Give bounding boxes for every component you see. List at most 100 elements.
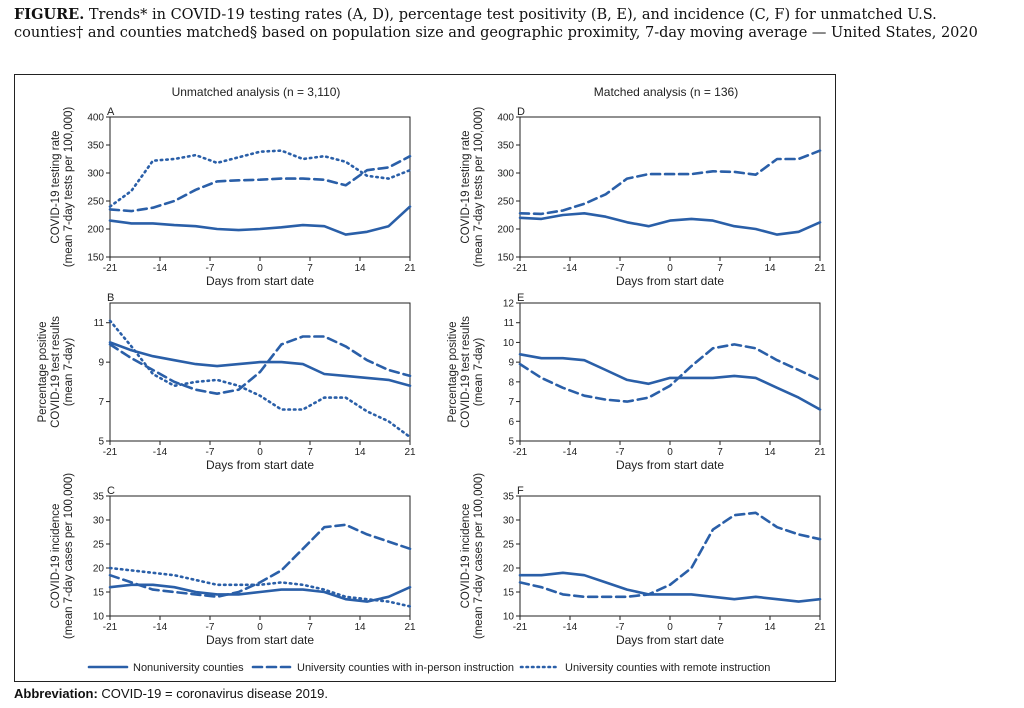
figure-caption: FIGURE. Trends* in COVID-19 testing rate… — [14, 6, 1004, 42]
x-tick-label: 0 — [667, 263, 673, 274]
x-axis-label: Days from start date — [616, 274, 724, 288]
y-axis-label: COVID-19 incidence — [50, 504, 62, 609]
series-line-solid — [518, 352, 822, 411]
plot-area — [519, 302, 821, 442]
x-tick-label: -21 — [513, 447, 528, 458]
abbreviation-note: Abbreviation: COVID-19 = coronavirus dis… — [14, 686, 328, 701]
panel-a: A 150 200 250 300 350 400 -21 -14 -7 0 7 14 21 Days fr… — [50, 106, 416, 288]
chart-figure: Unmatched analysis (n = 3,110) Matched an… — [37, 85, 826, 674]
y-axis-label: (mean 7-day tests per 100,000) — [473, 107, 485, 268]
y-tick-label: 15 — [93, 588, 105, 599]
x-tick-label: -14 — [153, 447, 168, 458]
panel-letter: A — [107, 106, 115, 118]
y-axis-label: COVID-19 testing rate — [460, 130, 472, 243]
x-tick-label: -14 — [563, 263, 578, 274]
x-tick-label: 21 — [404, 622, 416, 633]
x-tick-label: -7 — [206, 622, 215, 633]
series-line-dotted — [108, 566, 412, 608]
x-axis-label: Days from start date — [616, 458, 724, 472]
y-tick-label: 350 — [87, 141, 104, 152]
x-tick-label: 21 — [814, 622, 826, 633]
x-tick-label: 14 — [764, 447, 776, 458]
x-tick-label: 0 — [667, 622, 673, 633]
x-axis-label: Days from start date — [206, 633, 314, 647]
series-line-solid — [108, 341, 412, 388]
x-tick-label: -7 — [206, 447, 215, 458]
y-tick-label: 200 — [497, 225, 514, 236]
x-tick-label: 14 — [764, 622, 776, 633]
x-tick-label: -21 — [103, 622, 118, 633]
y-tick-label: 150 — [497, 253, 514, 264]
abbreviation-label: Abbreviation: — [14, 686, 98, 701]
x-tick-label: -21 — [513, 263, 528, 274]
x-axis-label: Days from start date — [206, 458, 314, 472]
y-tick-label: 9 — [98, 358, 104, 369]
y-tick-label: 20 — [93, 564, 105, 575]
y-axis-label: COVID-19 test results — [460, 316, 472, 428]
y-tick-label: 10 — [503, 338, 515, 349]
x-tick-label: -21 — [103, 447, 118, 458]
legend-label: University counties with in-person instr… — [297, 662, 514, 674]
y-axis-label: (mean 7-day cases per 100,000) — [63, 473, 75, 639]
x-tick-label: -7 — [206, 263, 215, 274]
series-line-dotted — [108, 319, 412, 439]
y-tick-label: 12 — [503, 299, 515, 310]
series-line-dotted — [108, 149, 412, 208]
y-tick-label: 5 — [98, 437, 104, 448]
y-axis-label: (mean 7-day) — [473, 338, 485, 407]
series-line-dashed — [108, 523, 412, 599]
y-axis-label: (mean 7-day) — [63, 338, 75, 407]
y-tick-label: 300 — [497, 169, 514, 180]
y-tick-label: 400 — [87, 113, 104, 124]
x-tick-label: 21 — [814, 447, 826, 458]
y-tick-label: 11 — [504, 318, 515, 329]
column-title-unmatched: Unmatched analysis (n = 3,110) — [172, 85, 341, 99]
plot-area — [109, 116, 411, 258]
x-tick-label: 14 — [354, 447, 366, 458]
y-tick-label: 8 — [508, 377, 514, 388]
y-tick-label: 350 — [497, 141, 514, 152]
panel-e: E 5 6 7 8 9 10 11 12 -21 -14 -7 0 7 14 21 Days from star… — [447, 292, 826, 472]
y-tick-label: 7 — [508, 397, 514, 408]
series-line-dashed — [518, 343, 822, 403]
y-tick-label: 400 — [497, 113, 514, 124]
legend-label: Nonuniversity counties — [133, 662, 244, 674]
figure-frame: Unmatched analysis (n = 3,110) Matched an… — [14, 74, 836, 682]
series-line-solid — [108, 205, 412, 236]
panel-b: B 5 7 9 11 -21 -14 -7 0 7 14 21 Days from start date… — [37, 292, 416, 472]
panel-letter: E — [517, 292, 524, 304]
series-line-solid — [108, 583, 412, 603]
legend: Nonuniversity counties University countie… — [87, 662, 770, 674]
y-tick-label: 25 — [503, 540, 515, 551]
abbreviation-text: COVID-19 = coronavirus disease 2019. — [101, 686, 328, 701]
y-tick-label: 30 — [93, 516, 105, 527]
y-tick-label: 150 — [87, 253, 104, 264]
y-tick-label: 35 — [503, 492, 515, 503]
series-line-dashed — [518, 149, 822, 216]
x-tick-label: -7 — [616, 263, 625, 274]
y-tick-label: 200 — [87, 225, 104, 236]
y-axis-label: COVID-19 test results — [50, 316, 62, 428]
x-tick-label: 21 — [404, 263, 416, 274]
x-tick-label: -21 — [103, 263, 118, 274]
x-tick-label: -14 — [153, 263, 168, 274]
x-tick-label: -7 — [616, 447, 625, 458]
x-tick-label: 7 — [307, 263, 313, 274]
x-tick-label: -14 — [563, 622, 578, 633]
panel-letter: F — [517, 485, 524, 497]
y-tick-label: 11 — [94, 318, 105, 329]
x-axis-label: Days from start date — [206, 274, 314, 288]
x-tick-label: 14 — [354, 263, 366, 274]
x-tick-label: 21 — [814, 263, 826, 274]
y-axis-label: (mean 7-day cases per 100,000) — [473, 473, 485, 639]
panel-c: C 10 15 20 25 30 35 -21 -14 -7 0 7 14 21 Days from sta… — [50, 473, 416, 647]
x-tick-label: 0 — [667, 447, 673, 458]
y-tick-label: 5 — [508, 437, 514, 448]
x-tick-label: 0 — [257, 622, 263, 633]
y-tick-label: 250 — [497, 197, 514, 208]
x-tick-label: 7 — [307, 447, 313, 458]
series-line-dashed — [108, 154, 412, 213]
series-line-dashed — [518, 511, 822, 599]
series-line-solid — [518, 571, 822, 603]
x-tick-label: 21 — [404, 447, 416, 458]
